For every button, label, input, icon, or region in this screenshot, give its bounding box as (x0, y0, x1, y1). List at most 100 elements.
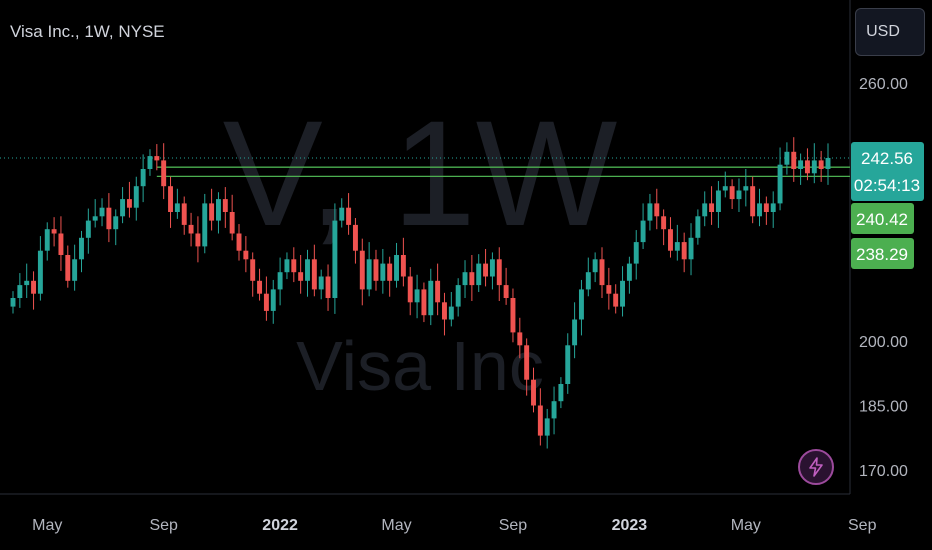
candle (298, 255, 304, 294)
candle (791, 137, 797, 182)
candle (58, 216, 64, 271)
candle-body (414, 289, 420, 303)
candle-body (483, 263, 489, 277)
candle-body (202, 203, 208, 247)
candle-body (140, 169, 146, 187)
candle-body (489, 259, 495, 277)
axes (0, 0, 851, 495)
candle (647, 193, 653, 231)
candle-body (161, 160, 167, 187)
candle-body (804, 160, 810, 174)
candle-body (544, 418, 550, 436)
currency-button[interactable]: USD (855, 8, 925, 56)
candle (565, 333, 571, 394)
candle (236, 224, 242, 261)
last-price-value: 242.56 (861, 149, 913, 168)
candle (606, 267, 612, 310)
candle-body (85, 220, 91, 238)
candle (585, 257, 591, 297)
candle-body (537, 405, 543, 436)
candle-body (31, 280, 37, 294)
candle-body (709, 203, 715, 212)
candle (633, 230, 639, 280)
candle (346, 193, 352, 235)
price-axis[interactable]: 260.00 200.00 185.00 170.00 (859, 76, 908, 480)
candle (668, 217, 673, 258)
price-tick-label: 170.00 (859, 463, 908, 480)
time-tick-label: May (381, 517, 411, 534)
candle (592, 252, 598, 283)
candle (640, 203, 646, 249)
candle-body (352, 224, 358, 251)
candle (709, 186, 715, 225)
candle-body (428, 280, 434, 316)
watermark: V, 1W Visa Inc (223, 89, 618, 405)
chart-title: Visa Inc., 1W, NYSE (10, 22, 165, 41)
candle (99, 198, 105, 227)
candle-body (215, 199, 221, 221)
candle (435, 263, 441, 316)
candle (503, 267, 509, 305)
watermark-name: Visa Inc (296, 327, 544, 405)
candle (572, 302, 578, 359)
horizontal-levels[interactable] (0, 157, 850, 178)
candle-body (777, 164, 783, 204)
candle-body (24, 280, 30, 286)
candle-body (750, 186, 756, 217)
candle-body (722, 186, 728, 191)
candle-body (743, 186, 749, 191)
level-badge (851, 202, 914, 234)
candle (332, 203, 338, 314)
lightning-icon (809, 457, 823, 477)
candle-body (517, 332, 523, 346)
time-axis[interactable]: May Sep 2022 May Sep 2023 May Sep (32, 517, 876, 534)
candle-body (250, 259, 256, 281)
candle (85, 208, 91, 254)
candle-body (17, 285, 23, 298)
candle (613, 284, 619, 314)
candle-body (565, 345, 571, 384)
candle-body (154, 156, 160, 161)
candle-body (784, 151, 790, 165)
candle (284, 252, 290, 280)
candle (524, 338, 530, 396)
bar-countdown: 02:54:13 (854, 176, 920, 195)
candle-body (448, 306, 454, 320)
candle-body (209, 203, 215, 221)
candle (79, 230, 84, 273)
candle (325, 264, 331, 311)
candle-body (551, 401, 557, 419)
candle-body (168, 186, 173, 212)
candle-body (291, 259, 297, 273)
candle (428, 268, 434, 326)
candle (394, 242, 399, 288)
time-tick-label: 2022 (262, 517, 298, 534)
candle-body (147, 156, 153, 169)
candle-body (270, 289, 276, 311)
time-tick-label: Sep (848, 517, 877, 534)
candle-body (10, 298, 16, 307)
candle (44, 222, 50, 261)
candle (195, 216, 201, 263)
candle (483, 248, 489, 287)
candle-body (394, 255, 399, 281)
candle-body (668, 229, 673, 251)
candle (113, 209, 119, 246)
candle-body (503, 285, 509, 298)
candle (120, 187, 126, 224)
candle-body (654, 203, 660, 217)
candle (263, 276, 269, 321)
candle-body (524, 345, 530, 380)
candle (626, 256, 632, 294)
lightning-alert-button[interactable] (798, 449, 834, 485)
candle-body (79, 237, 84, 260)
candle-body (373, 259, 379, 281)
level-price-tag: 238.29 (851, 237, 914, 269)
candle (489, 252, 495, 290)
candles (10, 137, 831, 449)
candle (798, 153, 804, 185)
candle (414, 274, 420, 319)
candle-body (188, 224, 194, 234)
candle (174, 188, 180, 219)
